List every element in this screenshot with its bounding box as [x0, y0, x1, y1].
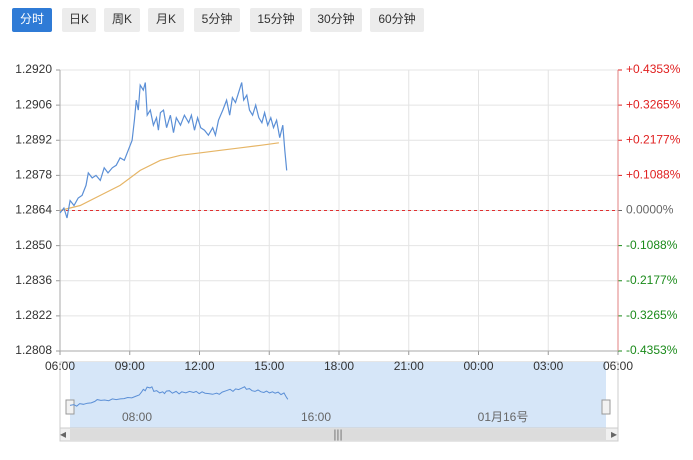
x-tick-label: 18:00	[324, 359, 354, 373]
y-tick-label: 1.2906	[15, 97, 52, 111]
y2-tick-label: -0.1088%	[626, 238, 678, 252]
navigator-label: 08:00	[122, 410, 152, 424]
y2-tick-label: +0.3265%	[626, 97, 681, 111]
navigator-handle[interactable]	[65, 399, 75, 415]
tab-button[interactable]	[12, 8, 52, 32]
tab-label[interactable]: 分时	[20, 12, 44, 26]
x-tick-label: 15:00	[254, 359, 284, 373]
x-tick-label: 00:00	[463, 359, 493, 373]
navigator-label: 16:00	[301, 410, 331, 424]
tab-button[interactable]	[148, 8, 184, 32]
x-tick-label: 21:00	[394, 359, 424, 373]
tab-label[interactable]: 30分钟	[317, 11, 354, 26]
y2-tick-label: -0.2177%	[626, 273, 678, 287]
tab-button[interactable]	[194, 8, 240, 32]
price-line	[59, 142, 279, 212]
price-line	[59, 82, 288, 219]
y2-tick-label: +0.4353%	[626, 62, 681, 76]
tab-label[interactable]: 日K	[69, 12, 89, 26]
scroll-arrow[interactable]: ▸	[611, 427, 617, 441]
x-tick-label: 06:00	[45, 359, 75, 373]
tab-label[interactable]: 月K	[156, 12, 176, 26]
tab-button[interactable]	[310, 8, 362, 32]
tab-button[interactable]	[370, 8, 424, 32]
tab-button[interactable]	[250, 8, 302, 32]
navigator-range[interactable]	[70, 362, 606, 428]
y2-tick-label: +0.2177%	[626, 132, 681, 146]
tab-label[interactable]: 周K	[112, 12, 132, 26]
tab-button[interactable]	[62, 8, 96, 32]
y2-tick-label: 0.0000%	[626, 203, 674, 217]
tab-label[interactable]: 60分钟	[378, 11, 415, 26]
y-tick-label: 1.2850	[15, 238, 52, 252]
y2-tick-label: -0.3265%	[626, 308, 678, 322]
navigator-line	[69, 386, 289, 407]
y2-tick-label: -0.4353%	[626, 343, 678, 357]
navigator-handle[interactable]	[601, 399, 611, 415]
x-tick-label: 12:00	[184, 359, 214, 373]
x-tick-label: 09:00	[115, 359, 145, 373]
y-tick-label: 1.2920	[15, 62, 52, 76]
y-tick-label: 1.2864	[15, 203, 52, 217]
navigator-label: 01月16号	[478, 410, 529, 424]
tab-label[interactable]: 15分钟	[257, 11, 294, 26]
y-tick-label: 1.2836	[15, 273, 52, 287]
y-tick-label: 1.2822	[15, 308, 52, 322]
scroll-arrow[interactable]: ◂	[60, 427, 66, 441]
scrollbar-thumb[interactable]	[70, 429, 606, 440]
y-tick-label: 1.2808	[15, 343, 52, 357]
scroll-grip[interactable]: |||	[333, 427, 342, 441]
y2-tick-label: +0.1088%	[626, 168, 681, 182]
tab-label[interactable]: 5分钟	[202, 11, 233, 26]
tab-button[interactable]	[104, 8, 140, 32]
x-tick-label: 03:00	[533, 359, 563, 373]
x-tick-label: 06:00	[603, 359, 633, 373]
y-tick-label: 1.2892	[15, 132, 52, 146]
y-tick-label: 1.2878	[15, 168, 52, 182]
